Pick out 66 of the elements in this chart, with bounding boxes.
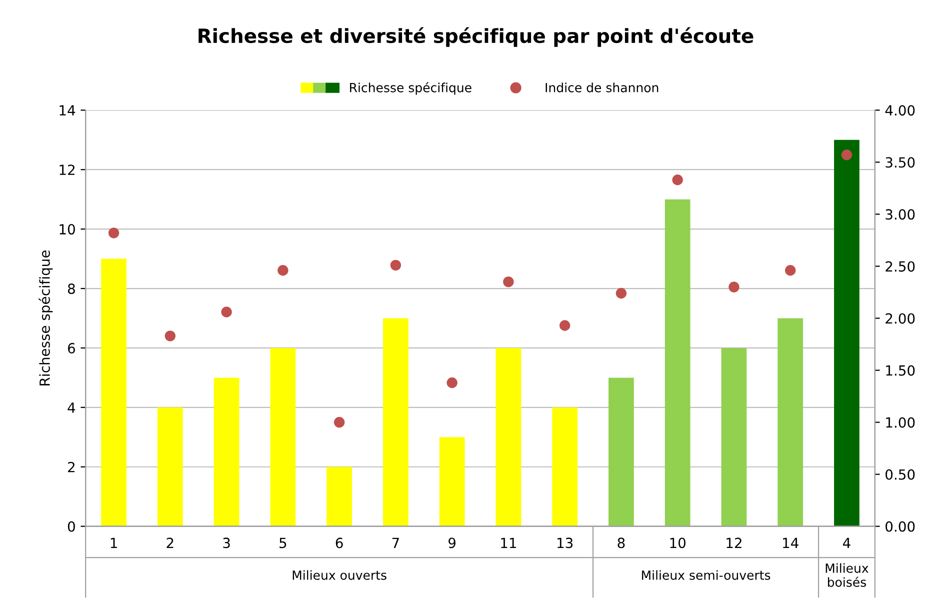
bar (496, 348, 522, 526)
point (390, 260, 402, 271)
bar (439, 437, 465, 526)
y2-tick-label: 1.50 (886, 365, 915, 376)
x-tick-label: 4 (842, 538, 850, 548)
text: Milieux semi-ouverts (642, 570, 770, 580)
bar (326, 466, 352, 526)
y-tick-label: 10 (60, 224, 75, 235)
bar (214, 378, 240, 526)
point (278, 265, 288, 276)
bar (664, 199, 690, 526)
y2-tick-label: 4.00 (885, 105, 915, 116)
y2-tick-label: 0.50 (886, 469, 915, 480)
x-tick-label: 3 (223, 538, 230, 548)
y-tick-label: 0 (68, 521, 75, 532)
bar (270, 348, 296, 526)
y2-tick-label: 0.00 (886, 521, 915, 532)
x-tick-label: 8 (618, 538, 625, 548)
x-tick-label: 6 (336, 538, 343, 548)
point (728, 282, 740, 292)
bar (778, 318, 804, 526)
x-tick-label: 11 (501, 538, 516, 548)
y-tick-label: 8 (68, 283, 75, 294)
y2-tick-label: 1.00 (886, 417, 915, 428)
point (784, 265, 796, 276)
bar (101, 258, 126, 526)
x-tick-label: 12 (726, 538, 742, 548)
point (672, 174, 683, 186)
point (334, 416, 345, 428)
x-tick-label: 13 (558, 538, 573, 548)
x-tick-label: 2 (166, 538, 174, 548)
bar (383, 318, 408, 526)
point (108, 228, 120, 238)
x-tick-label: 14 (783, 538, 798, 548)
text: Milieux ouverts (292, 570, 386, 580)
y-tick-label: 6 (68, 342, 75, 354)
x-tick-label: 5 (280, 538, 286, 548)
y-axis-title: Richesse spécifique (38, 250, 53, 386)
bar (608, 378, 634, 526)
point (503, 276, 514, 288)
point (841, 150, 852, 160)
y-tick-label: 2 (68, 462, 74, 472)
point (559, 320, 570, 331)
bar (834, 140, 860, 526)
y2-tick-label: 3.50 (886, 157, 915, 168)
point (616, 288, 627, 299)
x-tick-label: 7 (392, 538, 399, 548)
y-tick-label: 4 (68, 402, 76, 413)
y2-tick-label: 2.00 (886, 313, 915, 324)
point (221, 306, 232, 318)
x-tick-label: 1 (110, 538, 117, 548)
y2-tick-label: 2.50 (886, 261, 915, 272)
point (446, 377, 458, 388)
text: Milieux boisés (826, 563, 868, 587)
bar (552, 407, 578, 526)
y2-tick-label: 3.00 (886, 209, 915, 220)
bar (157, 407, 183, 526)
y-tick-label: 12 (60, 164, 74, 175)
legend-label: Richesse spécifique (350, 82, 472, 95)
x-tick-label: 10 (670, 538, 686, 548)
bar (721, 348, 747, 526)
legend-label: Indice de shannon (546, 82, 658, 92)
x-tick-label: 9 (448, 538, 456, 548)
point (164, 330, 176, 342)
y-tick-label: 14 (60, 105, 76, 116)
chart-title: Richesse et diversité spécifique par point d'écoute (198, 27, 754, 47)
